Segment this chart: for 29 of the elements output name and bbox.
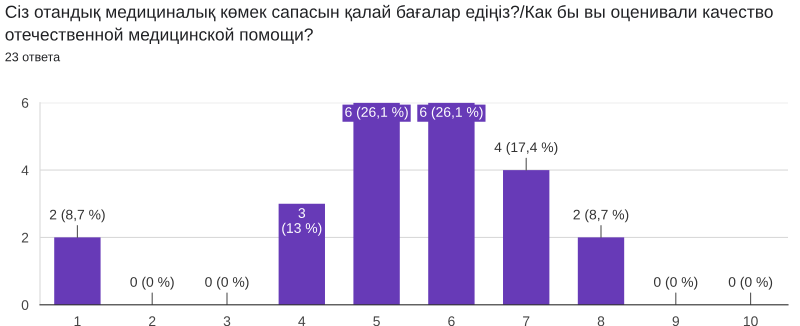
- bar: [578, 237, 624, 305]
- chart-subtitle: 23 ответа: [5, 52, 60, 62]
- x-tick-label: 1: [74, 316, 81, 326]
- data-label: 6 (26,1 %): [420, 106, 483, 120]
- data-label: 0 (0 %): [654, 276, 698, 290]
- data-label: 0 (0 %): [728, 276, 772, 290]
- x-tick-label: 4: [298, 316, 306, 326]
- data-label: 3 (13 %): [282, 208, 322, 236]
- data-label: 2 (8,7 %): [50, 209, 105, 222]
- x-tick-label: 2: [149, 316, 156, 326]
- x-tick-label: 9: [672, 316, 680, 326]
- data-label: 0 (0 %): [205, 276, 249, 290]
- data-label: 2 (8,7 %): [574, 209, 628, 222]
- y-tick-label: 4: [21, 166, 28, 176]
- bar: [54, 237, 101, 305]
- y-tick-label: 6: [22, 98, 28, 108]
- data-label: 6 (26,1 %): [345, 106, 408, 120]
- chart-title: Сіз отандық медициналық көмек сапасын қалай бағалар едіңіз?/Как бы вы оценивали качество отечественной медицинской помощи?: [6, 4, 773, 44]
- x-tick-label: 6: [448, 316, 455, 326]
- x-tick-label: 7: [523, 316, 530, 326]
- x-tick-label: 5: [373, 316, 380, 326]
- data-label: 0 (0 %): [130, 276, 174, 290]
- y-tick-label: 0: [22, 300, 28, 310]
- data-label: 4 (17,4 %): [494, 142, 558, 155]
- x-tick-label: 3: [224, 316, 230, 326]
- x-tick-label: 8: [598, 316, 604, 326]
- bar: [503, 170, 550, 305]
- y-tick-label: 2: [22, 232, 28, 242]
- x-tick-label: 10: [744, 316, 758, 326]
